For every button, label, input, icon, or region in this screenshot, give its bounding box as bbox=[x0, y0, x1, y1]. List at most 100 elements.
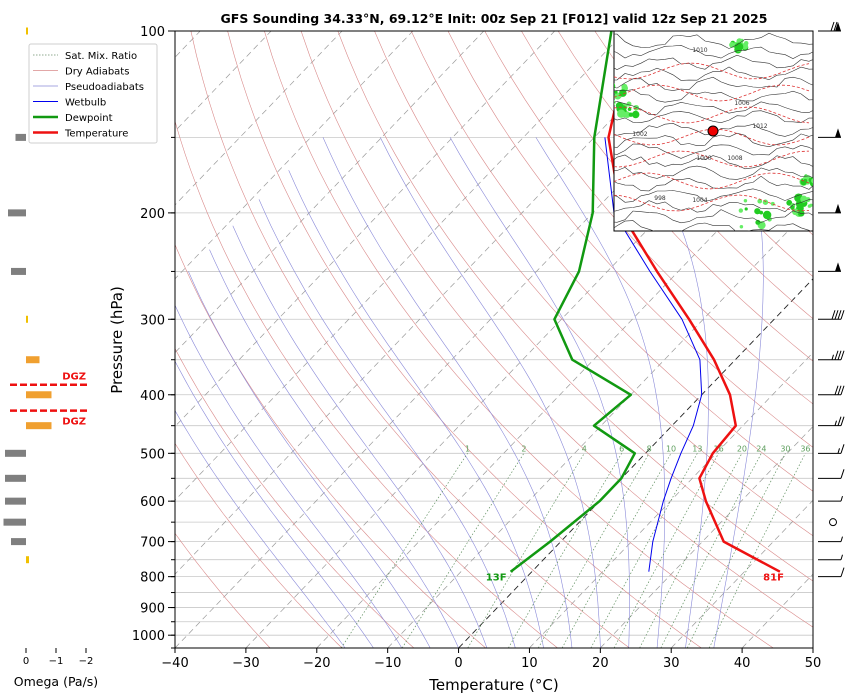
map-green-patch bbox=[623, 111, 631, 118]
map-green-patch bbox=[755, 219, 761, 225]
pseudoadiabat bbox=[188, 271, 431, 648]
omega-bar bbox=[26, 315, 28, 323]
x-tick-label: 40 bbox=[734, 656, 751, 671]
isotherm bbox=[175, 31, 697, 575]
pseudoadiabat bbox=[380, 137, 601, 648]
map-green-patch bbox=[811, 178, 813, 184]
mixing-ratio-line bbox=[708, 453, 806, 648]
legend-label: Wetbulb bbox=[65, 98, 106, 109]
map-contour bbox=[614, 143, 813, 159]
barb-pennant bbox=[835, 22, 841, 31]
barb-flag bbox=[837, 416, 842, 426]
barb-flag bbox=[833, 21, 838, 32]
omega-bar bbox=[26, 391, 52, 399]
omega-bar bbox=[5, 474, 26, 482]
omega-bar bbox=[15, 133, 26, 141]
wind-barb bbox=[818, 350, 845, 361]
map-green-patch bbox=[743, 199, 748, 203]
pseudoadiabat bbox=[322, 137, 573, 648]
map-green-patch bbox=[759, 210, 764, 215]
dry-adiabat bbox=[410, 31, 813, 492]
map-green-patch bbox=[762, 210, 772, 220]
isotherm bbox=[458, 278, 813, 648]
barb-flag bbox=[840, 350, 845, 360]
mixing-ratio-label: 2 bbox=[521, 444, 526, 453]
map-green-patch bbox=[754, 208, 761, 215]
mixing-ratio-label: 20 bbox=[737, 444, 747, 453]
mixing-ratio-label: 36 bbox=[800, 444, 810, 453]
map-green-patch bbox=[626, 101, 632, 107]
surface-label: 13F bbox=[486, 573, 507, 584]
omega-bar bbox=[26, 356, 40, 364]
omega-bar bbox=[3, 518, 26, 526]
map-contour-label: 998 bbox=[654, 195, 666, 202]
omega-bar bbox=[5, 497, 26, 505]
dry-adiabat bbox=[374, 31, 813, 537]
dry-adiabat bbox=[175, 120, 558, 648]
plot-frame bbox=[174, 30, 814, 649]
pseudoadiabat bbox=[637, 137, 709, 648]
surface-annotations: 13F 81F bbox=[486, 573, 784, 584]
barb-flag bbox=[837, 350, 842, 360]
map-contour bbox=[614, 110, 813, 124]
isotherm bbox=[175, 31, 343, 206]
y-tick-label: 100 bbox=[140, 25, 165, 40]
barb-flag bbox=[834, 350, 839, 360]
map-contour bbox=[614, 199, 813, 213]
wind-barb bbox=[818, 262, 841, 272]
isotherm bbox=[175, 31, 555, 427]
omega-bar bbox=[26, 556, 29, 564]
map-contour bbox=[614, 175, 813, 192]
omega-bar bbox=[8, 209, 26, 217]
dry-adiabat bbox=[557, 31, 813, 320]
map-green-patch bbox=[740, 38, 744, 43]
dry-adiabat bbox=[175, 347, 415, 648]
map-contour-label: 1008 bbox=[727, 155, 742, 162]
omega-tick-label: 0 bbox=[23, 656, 29, 667]
mixing-ratio-line bbox=[508, 453, 623, 648]
x-tick-label: 20 bbox=[592, 656, 609, 671]
pseudoadiabat bbox=[175, 360, 374, 648]
x-tick-label: −40 bbox=[161, 656, 188, 671]
legend-label: Dry Adiabats bbox=[65, 67, 129, 78]
axes: −40 −30 −20 −10 0 10 20 30 40 50 100 200 300 400 500 60… bbox=[132, 25, 821, 671]
omega-bar bbox=[11, 267, 26, 275]
mixing-ratio-label: 8 bbox=[647, 444, 652, 453]
wind-barb bbox=[818, 203, 841, 214]
wind-barb bbox=[818, 444, 845, 454]
barb-flag bbox=[840, 444, 845, 454]
map-green-patch bbox=[608, 102, 614, 108]
omega-tick-label: −1 bbox=[49, 656, 64, 667]
map-contour-label: 1004 bbox=[692, 197, 707, 204]
map-red-contour bbox=[614, 62, 810, 80]
wind-barb bbox=[818, 128, 841, 138]
omega-bar bbox=[5, 449, 26, 457]
y-axis-label: Pressure (hPa) bbox=[108, 286, 126, 394]
map-contour bbox=[614, 32, 813, 49]
map-green-patch bbox=[739, 224, 744, 229]
map-green-patch bbox=[744, 207, 748, 211]
y-tick-label: 500 bbox=[140, 447, 165, 462]
dry-adiabat bbox=[190, 31, 630, 648]
wind-barb bbox=[829, 518, 837, 527]
map-green-patch bbox=[628, 112, 634, 117]
y-tick-label: 700 bbox=[140, 536, 165, 551]
map-contour bbox=[614, 89, 813, 103]
x-tick-label: 30 bbox=[663, 656, 680, 671]
x-tick-label: −30 bbox=[232, 656, 259, 671]
map-green-patch bbox=[805, 197, 811, 203]
mixing-ratio-label: 6 bbox=[619, 444, 624, 453]
map-contour bbox=[614, 54, 813, 70]
wind-barb bbox=[818, 554, 843, 561]
map-green-patch bbox=[614, 83, 616, 90]
isotherm bbox=[175, 31, 626, 501]
omega-panel: 0 −1 −2 DGZ DGZ bbox=[3, 27, 93, 667]
barb-flag bbox=[837, 385, 842, 395]
dry-adiabat bbox=[227, 31, 702, 648]
x-tick-label: 10 bbox=[521, 656, 538, 671]
wind-barb bbox=[818, 310, 845, 320]
mixing-ratio-line bbox=[613, 453, 719, 648]
map-contour bbox=[614, 154, 813, 170]
mixing-ratio-line bbox=[660, 453, 762, 648]
legend-box bbox=[28, 43, 158, 144]
